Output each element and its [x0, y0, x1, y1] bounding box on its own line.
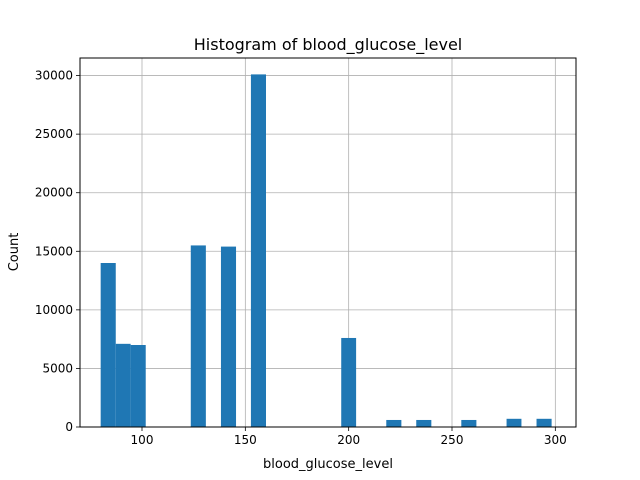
histogram-bar: [461, 419, 477, 427]
histogram-bar: [506, 418, 522, 427]
y-tick-label: 30000: [35, 69, 73, 83]
histogram-bar: [341, 337, 357, 427]
histogram-bar: [190, 245, 206, 427]
y-tick-label: 15000: [35, 244, 73, 258]
y-tick-label: 25000: [35, 127, 73, 141]
plot-frame: [79, 57, 577, 428]
x-tick-label: 150: [234, 433, 257, 447]
x-tick-label: 300: [544, 433, 567, 447]
y-axis-label: Count: [7, 233, 22, 272]
y-tick-label: 5000: [42, 361, 73, 375]
histogram-bar: [220, 246, 237, 427]
histogram-bar: [386, 419, 402, 427]
histogram-bars: [100, 74, 552, 428]
x-axis-label: blood_glucose_level: [263, 457, 393, 472]
histogram-bar: [100, 263, 116, 427]
y-tick-label: 20000: [35, 186, 73, 200]
chart-title: Histogram of blood_glucose_level: [194, 35, 462, 55]
y-tick-label: 0: [65, 420, 73, 434]
histogram-bar: [416, 419, 432, 427]
y-tick-label: 10000: [35, 303, 73, 317]
x-tick-label: 200: [337, 433, 360, 447]
axis-ticks: 100 150 200 250 300 0 5000 10000 15000 20000 25000…: [35, 69, 567, 447]
x-tick-label: 250: [441, 433, 464, 447]
histogram-bar: [115, 343, 131, 427]
histogram-bar: [250, 74, 266, 428]
histogram-bar: [130, 345, 146, 427]
x-tick-label: 100: [131, 433, 154, 447]
histogram-bar: [536, 418, 552, 427]
